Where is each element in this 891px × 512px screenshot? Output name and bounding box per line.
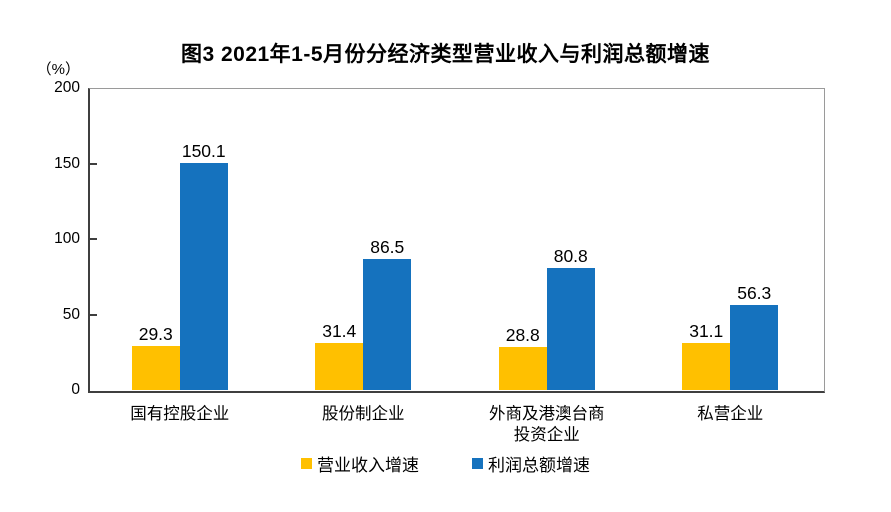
y-axis-tick-label: 150: [54, 154, 80, 172]
profit-growth-bar: [363, 259, 412, 390]
revenue-growth-bar: [682, 343, 731, 390]
legend: 营业收入增速 利润总额增速: [0, 451, 891, 476]
y-axis-tick-label: 50: [62, 305, 80, 323]
bar-value-label: 80.8: [553, 245, 588, 266]
profit-growth-bar: [179, 163, 228, 390]
profit-growth-swatch-icon: [472, 458, 483, 469]
legend-label: 营业收入增速: [317, 456, 419, 475]
y-axis-tick-mark: [90, 238, 97, 240]
x-axis-category-label: 私营企业: [697, 405, 764, 423]
profit-growth-bar: [546, 267, 595, 390]
legend-item-profit-growth: 利润总额增速: [472, 451, 590, 476]
bar-value-label: 56.3: [737, 282, 772, 303]
x-axis-category-label: 外商及港澳台商 投资企业: [489, 405, 605, 444]
y-axis-tick-label: 200: [54, 79, 80, 96]
y-axis-tick-label: 0: [71, 381, 80, 398]
x-axis-category-label: 国有控股企业: [130, 405, 230, 423]
bar-value-label: 86.5: [370, 237, 405, 258]
x-axis-category-label: 股份制企业: [322, 405, 405, 423]
bar-value-label: 31.4: [322, 320, 357, 341]
revenue-growth-swatch-icon: [301, 458, 312, 469]
bar-value-label: 31.1: [689, 321, 724, 342]
y-axis-tick-mark: [90, 313, 97, 316]
profit-growth-bar: [730, 304, 779, 390]
y-axis-tick-mark: [90, 162, 97, 165]
bar-value-label: 29.3: [138, 323, 173, 344]
revenue-growth-bar: [131, 345, 180, 390]
y-axis-tick-label: 100: [54, 230, 80, 247]
legend-item-revenue-growth: 营业收入增速: [301, 451, 419, 476]
bar-value-label: 150.1: [181, 141, 226, 162]
y-axis-unit-label: （%）: [36, 61, 80, 78]
revenue-growth-bar: [498, 346, 547, 390]
chart-title: 图3 2021年1-5月份分经济类型营业收入与利润总额增速: [180, 43, 711, 66]
revenue-growth-bar: [315, 342, 364, 390]
bar-value-label: 28.8: [505, 324, 540, 345]
legend-label: 利润总额增速: [488, 456, 590, 475]
plot-area: [88, 88, 825, 393]
